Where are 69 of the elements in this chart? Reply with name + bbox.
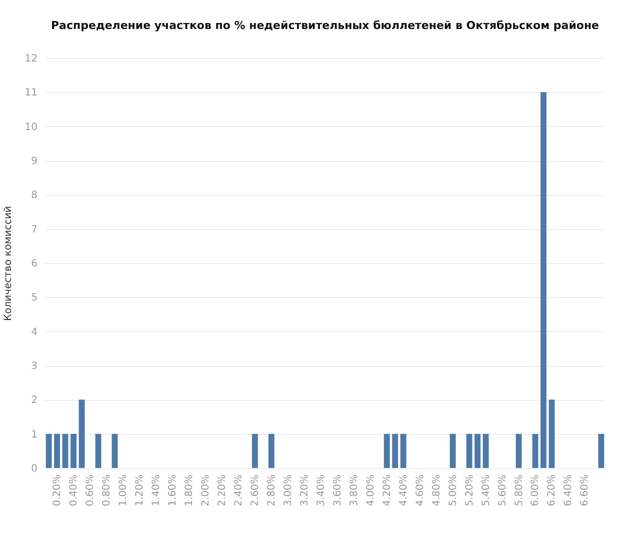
bar <box>474 434 480 468</box>
x-tick-label: 4.00% <box>365 474 376 506</box>
x-tick-label: 2.20% <box>216 474 228 506</box>
bar <box>268 434 274 468</box>
y-tick-label: 11 <box>24 88 38 99</box>
x-tick-label: 3.40% <box>316 474 327 506</box>
bar <box>482 434 489 468</box>
x-tick-label: 6.20% <box>546 474 558 506</box>
y-tick-label: 8 <box>31 190 38 202</box>
y-tick-label: 1 <box>31 429 38 440</box>
bar <box>252 434 258 468</box>
x-tick-label: 6.60% <box>580 474 591 506</box>
bar <box>46 434 52 468</box>
x-tick-label: 1.20% <box>134 474 146 506</box>
y-tick-label: 10 <box>24 122 38 133</box>
y-tick-label: 9 <box>31 156 38 167</box>
x-tick-label: 0.20% <box>52 474 64 506</box>
x-tick-label: 1.40% <box>150 474 162 506</box>
x-tick-label: 2.40% <box>233 474 244 506</box>
y-axis-title: Количество комиссий <box>2 206 14 321</box>
x-tick-label: 5.80% <box>514 474 525 506</box>
bar <box>450 434 456 468</box>
x-tick-label: 3.00% <box>282 474 294 506</box>
x-tick-label: 5.20% <box>464 474 476 506</box>
x-tick-label: 0.80% <box>102 474 113 506</box>
bar <box>54 434 60 468</box>
x-tick-label: 2.60% <box>250 474 261 506</box>
bar <box>78 400 85 468</box>
bar <box>384 434 390 468</box>
y-tick-label: 12 <box>24 54 38 64</box>
y-tick-label: 5 <box>31 292 38 304</box>
y-tick-label: 4 <box>31 326 38 338</box>
x-tick-label: 6.40% <box>563 474 574 506</box>
y-tick-label: 3 <box>31 361 38 372</box>
x-tick-label: 4.20% <box>382 474 393 506</box>
x-tick-label: 0.40% <box>68 474 80 506</box>
x-tick-label: 4.60% <box>414 474 426 506</box>
x-tick-label: 0.60% <box>85 474 96 506</box>
bar <box>598 434 604 468</box>
x-tick-label: 3.20% <box>299 474 310 506</box>
x-tick-label: 5.00% <box>448 474 459 506</box>
bar <box>392 434 398 468</box>
x-tick-label: 4.80% <box>431 474 442 506</box>
x-tick-label: 1.60% <box>167 474 178 506</box>
y-tick-label: 6 <box>31 258 38 270</box>
bar <box>548 400 555 468</box>
x-tick-label: 4.40% <box>398 474 410 506</box>
bar <box>516 434 522 468</box>
x-tick-label: 1.00% <box>118 474 129 506</box>
y-tick-label: 7 <box>31 224 38 236</box>
x-tick-label: 6.00% <box>530 474 542 506</box>
y-tick-label: 0 <box>31 464 38 474</box>
bar <box>62 434 68 468</box>
x-tick-label: 3.60% <box>332 474 344 506</box>
bar <box>540 92 546 468</box>
bar <box>466 434 472 468</box>
bar <box>95 434 102 468</box>
x-tick-label: 5.60% <box>497 474 508 506</box>
x-tick-label: 5.40% <box>480 474 492 506</box>
bar <box>532 434 538 468</box>
x-tick-label: 2.80% <box>266 474 278 506</box>
x-tick-label: 1.80% <box>184 474 195 506</box>
y-tick-label: 2 <box>31 395 38 406</box>
chart-title: Распределение участков по % недействительных бюллетеней в Октябрьском районе <box>50 19 600 32</box>
bar <box>400 434 406 468</box>
bar <box>112 434 118 468</box>
x-tick-label: 2.00% <box>200 474 212 506</box>
bar <box>70 434 76 468</box>
x-tick-label: 3.80% <box>348 474 360 506</box>
